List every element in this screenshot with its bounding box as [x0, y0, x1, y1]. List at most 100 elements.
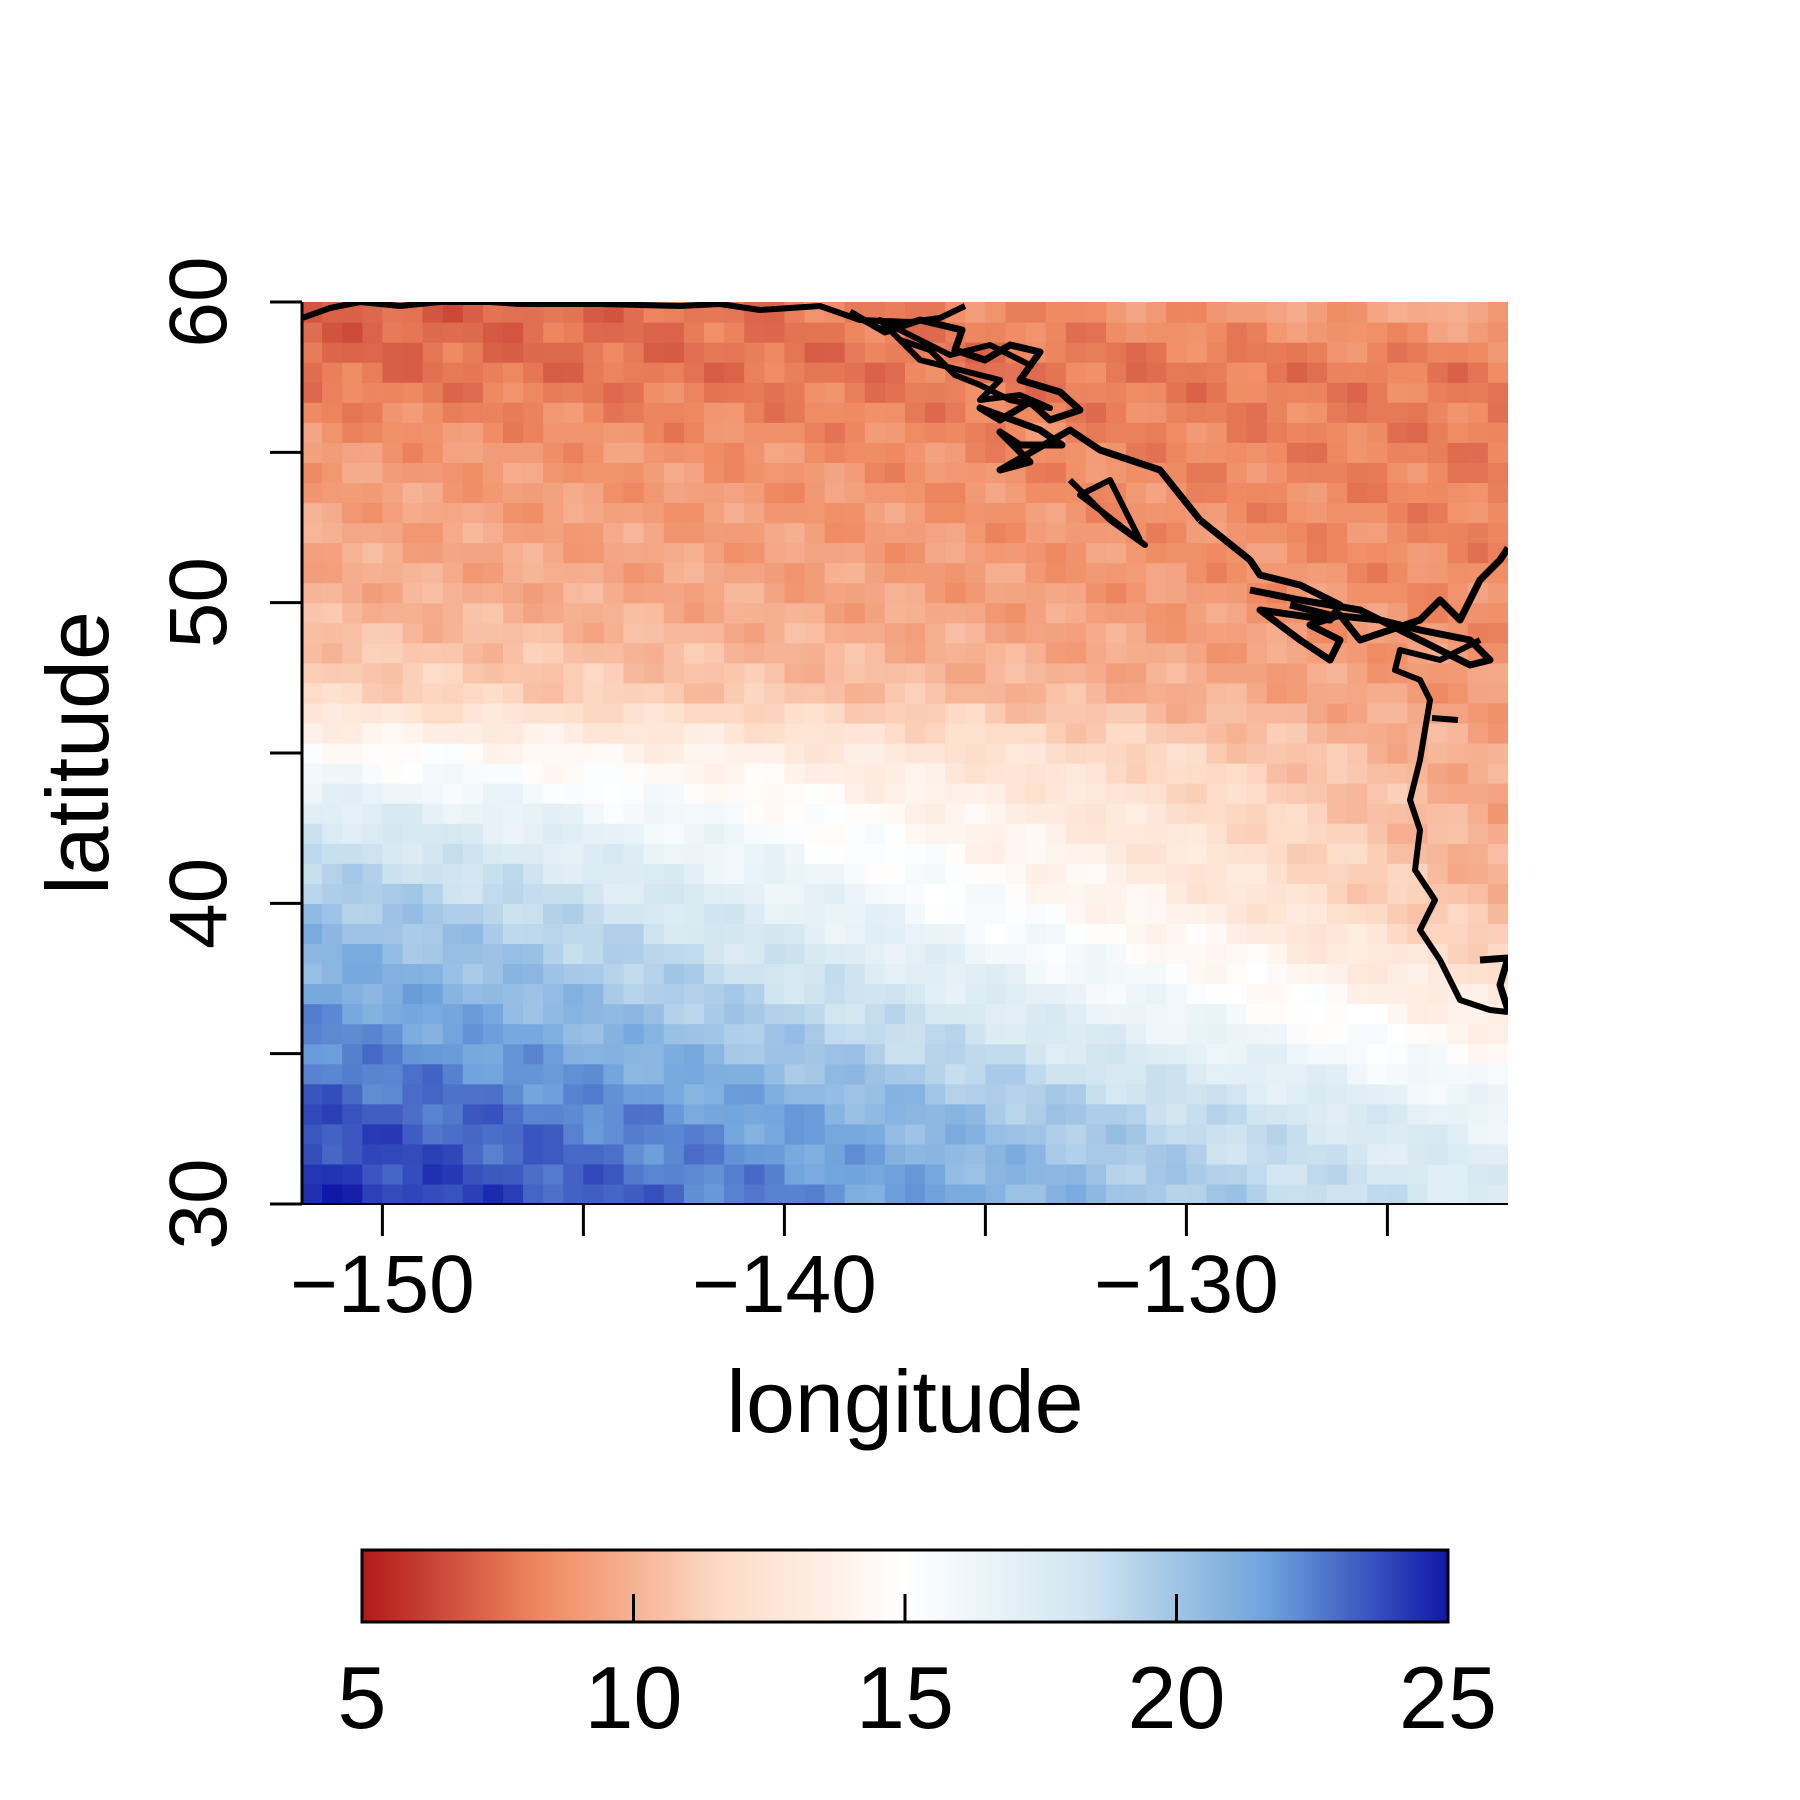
heatmap-cell	[804, 763, 826, 784]
heatmap-cell	[663, 923, 685, 945]
heatmap-cell	[1367, 943, 1388, 965]
heatmap-cell	[824, 1003, 846, 1025]
heatmap-cell	[322, 382, 343, 403]
heatmap-cell	[342, 763, 363, 784]
heatmap-cell	[462, 422, 484, 443]
heatmap-cell	[603, 803, 625, 824]
heatmap-cell	[362, 702, 383, 724]
heatmap-cell	[482, 1163, 504, 1185]
heatmap-cell	[563, 402, 584, 423]
heatmap-cell	[543, 442, 564, 463]
heatmap-cell	[683, 783, 705, 804]
heatmap-cell	[1005, 1163, 1027, 1185]
heatmap-cell	[744, 522, 765, 544]
heatmap-cell	[1146, 1143, 1167, 1165]
heatmap-cell	[1387, 843, 1409, 864]
heatmap-cell	[503, 1103, 524, 1125]
heatmap-cell	[462, 963, 484, 985]
heatmap-cell	[864, 542, 886, 564]
heatmap-cell	[382, 522, 404, 544]
heatmap-cell	[1025, 1023, 1047, 1045]
heatmap-cell	[804, 662, 826, 684]
heatmap-cell	[1367, 863, 1388, 884]
heatmap-cell	[563, 1103, 584, 1125]
heatmap-cell	[1226, 1103, 1248, 1125]
heatmap-cell	[1126, 422, 1147, 443]
heatmap-cell	[623, 562, 645, 584]
heatmap-cell	[1065, 602, 1087, 624]
heatmap-cell	[844, 602, 866, 624]
heatmap-cell	[1487, 602, 1508, 624]
heatmap-cell	[804, 1143, 826, 1165]
heatmap-cell	[945, 662, 966, 684]
heatmap-cell	[503, 843, 524, 864]
heatmap-cell	[422, 803, 444, 824]
heatmap-cell	[925, 923, 946, 945]
heatmap-cell	[563, 322, 584, 343]
heatmap-cell	[1307, 402, 1328, 423]
heatmap-cell	[704, 863, 725, 884]
heatmap-cell	[342, 1143, 363, 1165]
heatmap-cell	[1085, 783, 1107, 804]
heatmap-cell	[1085, 662, 1107, 684]
heatmap-cell	[603, 883, 625, 904]
heatmap-cell	[1085, 1083, 1107, 1105]
heatmap-cell	[1005, 542, 1027, 564]
heatmap-cell	[362, 903, 383, 924]
heatmap-cell	[442, 402, 464, 423]
heatmap-cell	[683, 722, 705, 744]
heatmap-cell	[1126, 1163, 1147, 1185]
heatmap-cell	[1327, 903, 1348, 924]
heatmap-cell	[1186, 1163, 1208, 1185]
heatmap-cell	[503, 422, 524, 443]
heatmap-cell	[1387, 1063, 1409, 1085]
heatmap-cell	[402, 402, 424, 423]
heatmap-cell	[663, 702, 685, 724]
heatmap-cell	[362, 843, 383, 864]
heatmap-cell	[985, 742, 1007, 764]
heatmap-cell	[1307, 903, 1328, 924]
heatmap-cell	[1266, 502, 1288, 524]
heatmap-cell	[1246, 843, 1268, 864]
heatmap-cell	[824, 1083, 846, 1105]
heatmap-cell	[1166, 362, 1187, 383]
heatmap-cell	[985, 522, 1007, 544]
heatmap-cell	[985, 1083, 1007, 1105]
heatmap-cell	[1166, 422, 1187, 443]
heatmap-cell	[1206, 1063, 1228, 1085]
heatmap-cell	[864, 582, 886, 604]
heatmap-cell	[603, 983, 625, 1005]
heatmap-cell	[302, 322, 323, 343]
heatmap-cell	[442, 462, 464, 483]
heatmap-cell	[583, 542, 605, 564]
heatmap-cell	[603, 843, 625, 864]
heatmap-cell	[543, 1003, 564, 1025]
heatmap-cell	[864, 1183, 886, 1204]
heatmap-cell	[1467, 883, 1489, 904]
heatmap-cell	[462, 322, 484, 343]
heatmap-cell	[1327, 883, 1348, 904]
heatmap-cell	[1286, 863, 1308, 884]
heatmap-cell	[382, 843, 404, 864]
heatmap-cell	[382, 763, 404, 784]
heatmap-cell	[583, 562, 605, 584]
heatmap-cell	[1045, 462, 1067, 483]
heatmap-cell	[1206, 903, 1228, 924]
heatmap-cell	[1487, 863, 1508, 884]
heatmap-cell	[302, 422, 323, 443]
heatmap-cell	[523, 1083, 544, 1105]
heatmap-cell	[965, 903, 986, 924]
heatmap-cell	[744, 742, 765, 764]
heatmap-cell	[1065, 742, 1087, 764]
heatmap-cell	[442, 582, 464, 604]
heatmap-cell	[402, 763, 424, 784]
heatmap-cell	[905, 402, 926, 423]
heatmap-cell	[1427, 763, 1449, 784]
heatmap-cell	[1387, 1023, 1409, 1045]
heatmap-cell	[322, 342, 343, 363]
heatmap-cell	[925, 482, 946, 504]
heatmap-cell	[1286, 1143, 1308, 1165]
heatmap-cell	[583, 642, 605, 664]
heatmap-cell	[1166, 803, 1187, 824]
heatmap-cell	[482, 502, 504, 524]
